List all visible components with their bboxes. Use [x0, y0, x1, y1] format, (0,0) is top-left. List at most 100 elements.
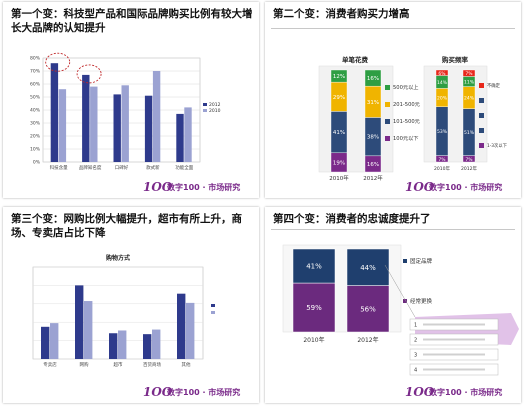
bar [41, 326, 50, 359]
bar [152, 329, 161, 359]
logo-text: 数字100 · 市场研究 [429, 183, 503, 192]
data-label: 29% [333, 95, 345, 101]
title-separator [271, 28, 515, 29]
logo-text: 数字100 · 市场研究 [429, 388, 503, 397]
bar-2012 [113, 94, 121, 162]
bar-segment [435, 69, 449, 76]
legend-label: 2010 [209, 108, 221, 114]
legend-swatch [479, 143, 484, 148]
legend-label: 1-3次以下 [487, 142, 508, 149]
slide-purchasing-power: 第二个变：消费者购买力增高 单笔花费 19% 41% 29% 12% 2010年 16% 38… [265, 2, 521, 198]
slide-title: 第一个变：科技型产品和国际品牌购买比例有较大增长大品牌的认知提升 [11, 8, 253, 34]
y-tick-label: 40% [30, 108, 41, 114]
highlight-circle [45, 52, 71, 72]
x-tick-label: 2012年 [363, 174, 383, 182]
bar [186, 302, 195, 359]
data-label: 7% [465, 157, 473, 163]
bar-segment [292, 282, 336, 333]
x-tick-label: 科技含量 [50, 164, 68, 171]
legend-swatch [479, 83, 484, 88]
bar-segment [346, 285, 390, 333]
data-label: 16% [367, 162, 379, 168]
legend-swatch [479, 128, 484, 133]
logo-mark-icon: 1OO [143, 180, 173, 194]
bar-2010 [90, 86, 98, 162]
data-label: 51% [464, 130, 475, 136]
chart-brand-factors: 0% 10% 20% 30% 40% 50% 60% 70% 80% 科技含量 品牌知名度 口碑好 款式… [30, 52, 221, 171]
data-label: 24% [464, 96, 475, 102]
bar-2010 [184, 107, 192, 162]
reason-number: 4 [414, 368, 417, 374]
y-tick-label: 70% [30, 69, 41, 75]
legend-label: 经常更换 [410, 297, 433, 305]
callout-line [384, 264, 416, 318]
y-tick-label: 80% [30, 56, 41, 62]
legend-swatch [479, 113, 484, 118]
data-label: 56% [360, 305, 376, 313]
data-label: 41% [333, 130, 345, 136]
chart-title: 购物方式 [106, 254, 130, 262]
slide-loyalty: 第四个变：消费者的忠诚度提升了 59% 41% 2010年 56% 44% 2012年 固定… [265, 207, 521, 403]
reason-number: 1 [414, 323, 417, 329]
plot-area [423, 65, 488, 163]
bar [109, 333, 118, 359]
legend-swatch [203, 109, 207, 112]
x-tick-label: 百货商场 [143, 361, 161, 368]
bar [118, 330, 127, 359]
legend-swatch [403, 259, 407, 263]
data-label: 59% [306, 304, 322, 312]
legend-swatch [211, 304, 215, 307]
data-label: 16% [367, 76, 379, 82]
data-label: 31% [367, 100, 379, 106]
data-label: 7% [438, 157, 446, 163]
legend-swatch [385, 119, 390, 124]
bar-2010 [58, 89, 67, 162]
legend-label: 2012 [209, 102, 221, 108]
bar-2012 [176, 113, 184, 162]
logo: 1OO 数字100 · 市场研究 [405, 180, 513, 194]
bar-segment [462, 69, 476, 77]
x-tick-label: 2012年 [461, 165, 477, 172]
bar-segment [292, 248, 336, 284]
bar [75, 285, 84, 359]
logo-mark-icon: 1OO [405, 180, 435, 194]
data-label: 44% [360, 264, 376, 272]
bar [50, 323, 59, 359]
logo-text: 数字100 · 市场研究 [167, 183, 241, 192]
logo: 1OO 数字100 · 市场研究 [143, 385, 251, 399]
x-tick-label: 2010年 [434, 165, 450, 172]
legend-swatch [385, 102, 390, 107]
slide-title: 第三个变：网购比例大幅提升，超市有所上升，商场、专卖店占比下降 [11, 213, 242, 239]
legend-swatch [479, 98, 484, 103]
logo: 1OO 数字100 · 市场研究 [405, 385, 513, 399]
bar [177, 293, 186, 359]
x-tick-label: 超市 [114, 361, 123, 368]
logo-mark-icon: 1OO [405, 385, 435, 399]
logo-text: 数字100 · 市场研究 [167, 388, 241, 397]
legend-label: 100元以下 [393, 135, 418, 142]
legend-swatch [385, 85, 390, 90]
bar-segment [346, 248, 390, 286]
slide-title: 第四个变：消费者的忠诚度提升了 [273, 213, 431, 225]
slide-brand-awareness: 第一个变：科技型产品和国际品牌购买比例有较大增长大品牌的认知提升 0% 10% 20… [3, 2, 259, 198]
legend-label: 101-500元 [393, 118, 420, 125]
legend-label: 不确定 [487, 82, 501, 89]
y-tick-label: 30% [30, 121, 41, 127]
data-label: 12% [333, 74, 345, 80]
x-tick-label: 功能全面 [175, 164, 193, 171]
x-tick-label: 口碑好 [115, 164, 129, 171]
reason-number: 2 [414, 338, 417, 344]
legend-label: 500元以上 [393, 83, 418, 91]
legend-label: 201-500元 [393, 101, 420, 108]
highlight-circle [76, 64, 102, 84]
bar [143, 334, 152, 359]
bar-2012 [50, 63, 59, 163]
y-tick-label: 10% [30, 147, 41, 153]
x-tick-label: 专卖店 [43, 361, 57, 368]
y-tick-label: 60% [30, 82, 41, 88]
data-label: 38% [367, 135, 379, 141]
data-label: 53% [437, 129, 448, 135]
